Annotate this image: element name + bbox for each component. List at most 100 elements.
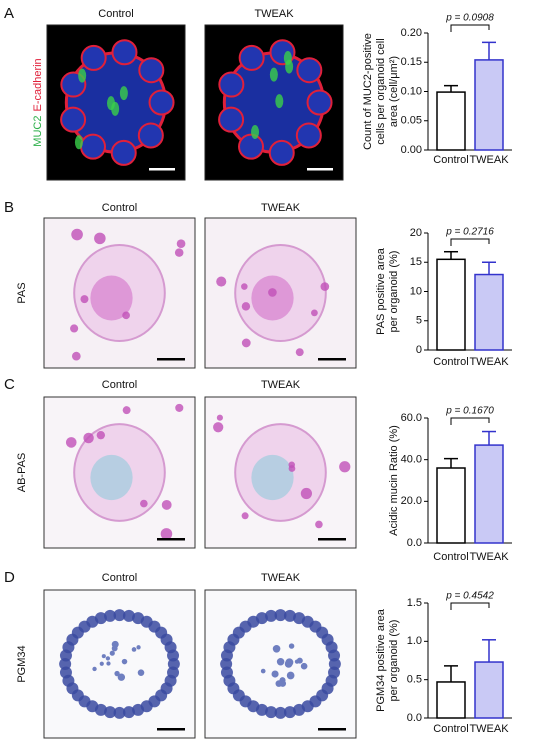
bud: [218, 106, 245, 133]
image-title: Control: [102, 379, 137, 391]
stain-label: AB-PAS: [16, 453, 28, 493]
muc2-signal: [251, 125, 260, 140]
bar: [436, 258, 466, 351]
y-axis-label: cells per organoid cell: [375, 38, 387, 144]
x-tick-label: TWEAK: [469, 551, 509, 563]
bar: [474, 273, 504, 351]
muc2-signal: [78, 68, 87, 83]
stained-cell: [94, 232, 106, 245]
bud: [80, 133, 107, 160]
bar: [474, 444, 504, 544]
stained-cell: [71, 351, 81, 361]
stained-cell: [241, 302, 251, 311]
x-tick-label: TWEAK: [469, 154, 509, 166]
debris: [300, 662, 308, 670]
y-tick-label: 0: [416, 344, 422, 356]
cell: [265, 706, 278, 719]
debris: [99, 661, 104, 666]
debris: [275, 680, 283, 687]
bud: [138, 57, 165, 84]
x-tick-label: Control: [433, 551, 468, 563]
muc2-signal: [285, 59, 294, 74]
y-axis-label: per organoid (%): [388, 251, 400, 333]
stain-name: PGM34: [16, 645, 28, 682]
bar: [436, 467, 466, 544]
image-title: TWEAK: [261, 572, 301, 584]
y-tick-label: 40.0: [401, 454, 422, 466]
stained-cell: [80, 295, 89, 304]
muc2-signal: [107, 96, 116, 111]
cell: [113, 706, 126, 719]
lumen: [251, 454, 294, 501]
stained-cell: [174, 248, 184, 257]
stained-cell: [241, 283, 248, 290]
micrograph: [204, 396, 357, 549]
panel-label: D: [4, 569, 15, 586]
micrograph: [204, 217, 357, 369]
cell: [328, 649, 341, 662]
significance-bracket: [450, 602, 490, 610]
micrograph: [43, 589, 196, 739]
panel-label: A: [4, 5, 14, 22]
debris: [288, 643, 295, 649]
debris: [276, 657, 285, 666]
image-title: Control: [98, 8, 133, 20]
micrograph: [43, 217, 196, 369]
scale-bar: [307, 168, 333, 171]
scale-bar: [157, 538, 185, 541]
stained-cell: [161, 499, 172, 510]
bud: [306, 89, 333, 116]
y-axis-label: Acidic mucin Ratio (%): [388, 425, 400, 536]
y-tick-label: 20: [410, 227, 422, 239]
debris: [121, 658, 128, 665]
image-title: TWEAK: [261, 202, 301, 214]
p-value: p = 0.0908: [445, 13, 494, 24]
cell: [167, 649, 180, 662]
stained-cell: [122, 406, 131, 415]
scale-bar: [318, 728, 346, 731]
scale-bar: [318, 358, 346, 361]
y-axis-label: PAS positive area: [375, 247, 387, 335]
y-axis-label: Count of MUC2-positive: [362, 33, 374, 150]
stain-label: PGM34: [16, 645, 28, 682]
y-tick-label: 0.0: [407, 712, 422, 724]
stained-cell: [320, 282, 330, 291]
x-tick-label: TWEAK: [469, 723, 509, 735]
stained-cell: [122, 311, 130, 320]
muc2-signal: [74, 135, 83, 150]
p-value: p = 0.2716: [445, 227, 494, 238]
muc2-signal: [275, 94, 284, 109]
cell: [283, 609, 296, 622]
muc2-signal: [269, 67, 278, 82]
cell: [132, 703, 145, 716]
bud: [137, 122, 164, 149]
stained-cell: [241, 338, 251, 348]
debris: [271, 670, 279, 678]
x-tick-label: Control: [433, 723, 468, 735]
stained-cell: [268, 288, 277, 297]
debris: [272, 645, 281, 653]
muc2-signal: [119, 86, 128, 101]
panel-label: C: [4, 376, 15, 393]
y-tick-label: 0.00: [401, 144, 422, 156]
y-tick-label: 0.0: [407, 537, 422, 549]
scale-bar: [157, 358, 185, 361]
image-title: Control: [102, 202, 137, 214]
y-tick-label: 0.5: [407, 674, 422, 686]
cell: [122, 706, 135, 719]
cell: [274, 609, 287, 622]
y-tick-label: 0.15: [401, 56, 422, 68]
bud: [80, 44, 107, 71]
stain-name: E-cadherin: [32, 58, 44, 111]
scale-bar: [149, 168, 175, 171]
x-tick-label: Control: [433, 356, 468, 368]
debris: [294, 659, 300, 664]
bud: [60, 106, 87, 133]
p-value: p = 0.1670: [445, 406, 494, 417]
debris: [260, 668, 266, 674]
debris: [101, 654, 106, 659]
significance-bracket: [450, 238, 490, 246]
bar: [436, 91, 466, 151]
debris: [105, 656, 111, 661]
debris: [285, 658, 294, 667]
